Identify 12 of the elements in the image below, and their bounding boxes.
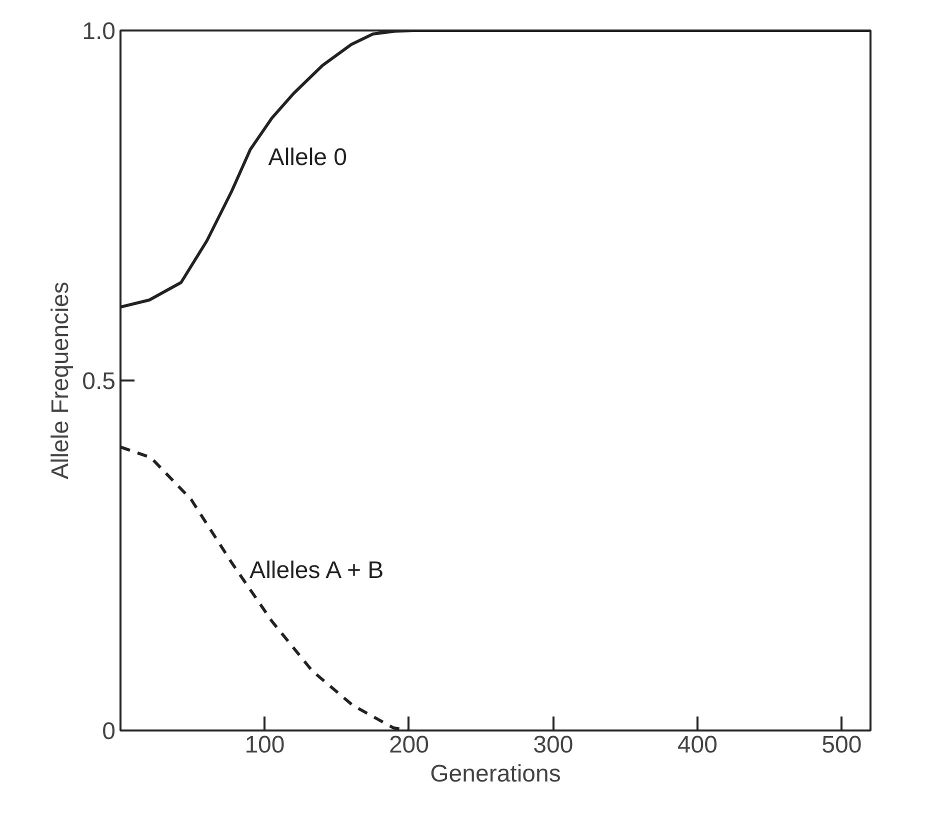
series-label: Alleles A + B (250, 557, 384, 584)
y-axis-title: Allele Frequencies (47, 282, 74, 480)
y-tick-label: 0 (102, 718, 116, 745)
x-axis-title: Generations (430, 760, 561, 788)
x-tick-label: 400 (677, 732, 718, 758)
x-tick-label: 200 (388, 732, 429, 758)
y-tick-label: 0.5 (82, 368, 116, 395)
y-tick-label: 1.0 (82, 18, 116, 45)
series-label: Allele 0 (268, 144, 348, 171)
x-tick-label: 300 (533, 732, 574, 758)
x-tick-label: 100 (244, 732, 285, 758)
x-tick-label: 500 (822, 732, 862, 758)
